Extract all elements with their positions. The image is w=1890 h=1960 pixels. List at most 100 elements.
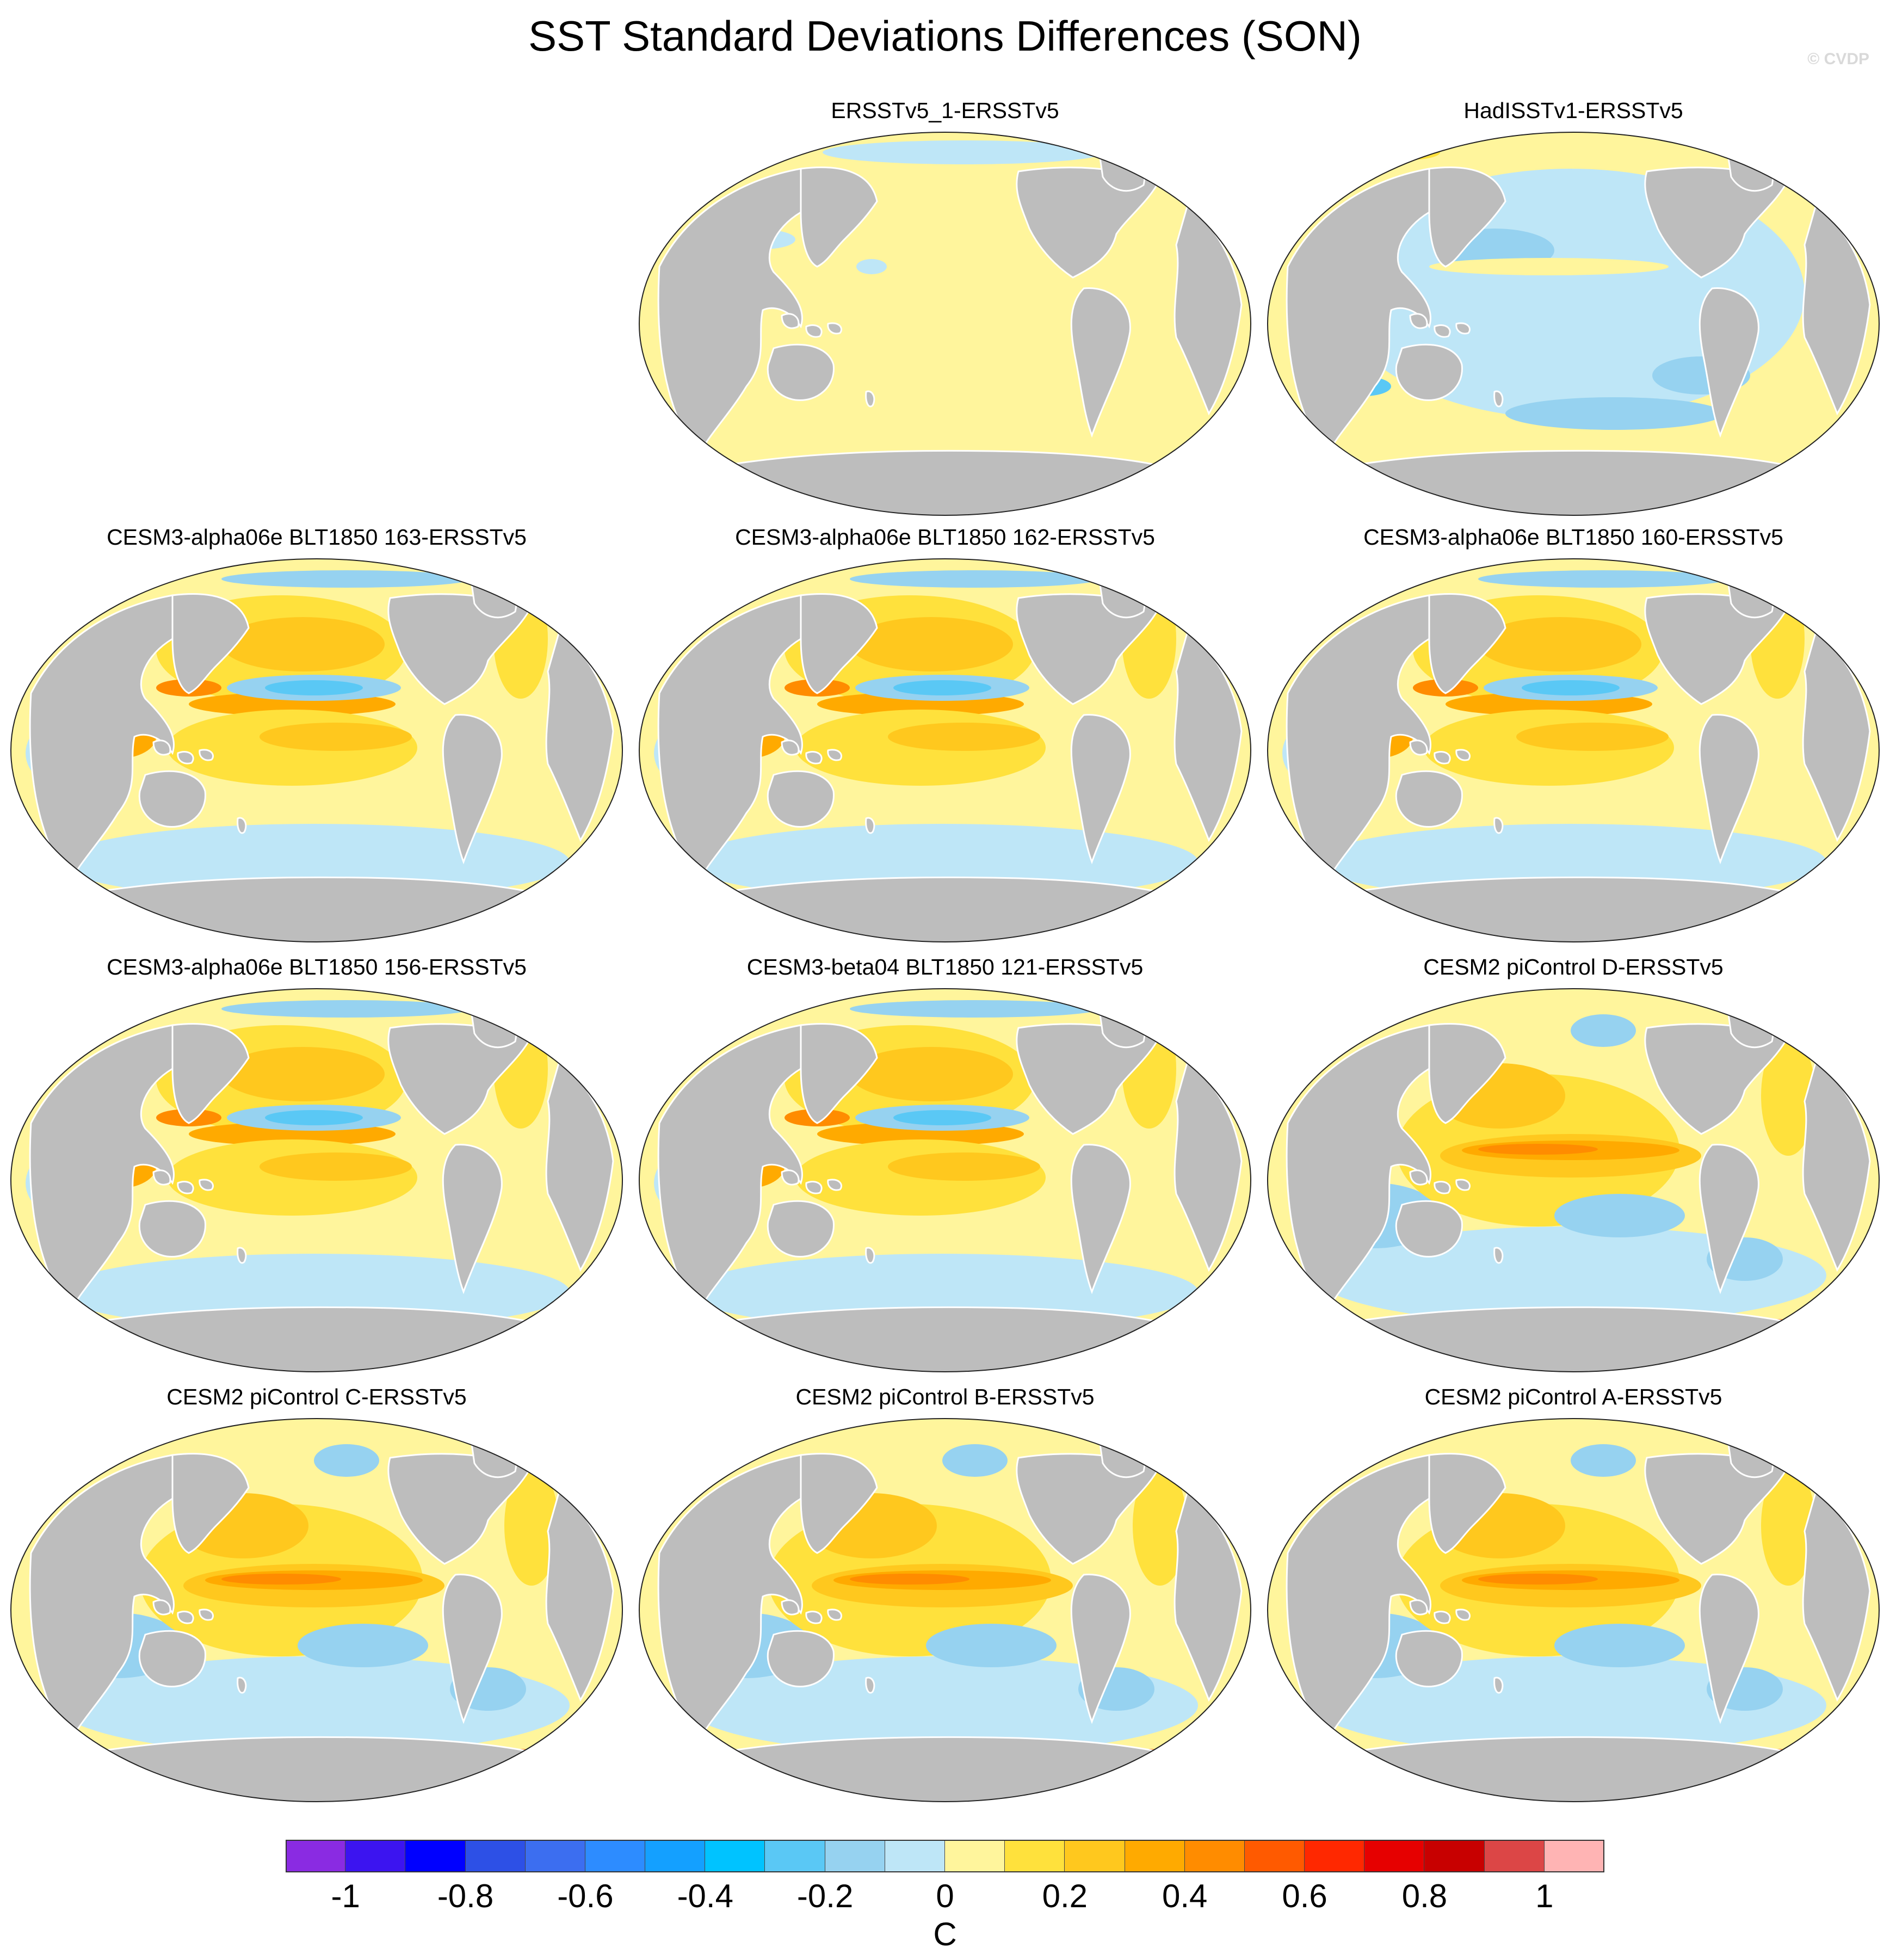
sst-anomaly-region xyxy=(1761,1466,1815,1586)
sst-anomaly-region xyxy=(850,570,1100,588)
land-mass xyxy=(800,167,878,268)
land-mass xyxy=(781,1599,800,1616)
robinson-map xyxy=(10,558,623,942)
robinson-map xyxy=(1267,132,1880,516)
sst-anomaly-region xyxy=(1505,397,1723,430)
sst-anomaly-region xyxy=(1375,145,1440,160)
colorbar-box xyxy=(1184,1840,1245,1872)
sst-anomaly-region xyxy=(823,140,1105,164)
colorbar-box xyxy=(465,1840,526,1872)
robinson-map xyxy=(639,988,1251,1372)
map-outline xyxy=(639,558,1251,942)
colorbar-box xyxy=(1065,1840,1125,1872)
robinson-map xyxy=(639,1418,1251,1802)
land-mass xyxy=(177,1181,194,1194)
sst-anomaly-region xyxy=(221,1000,472,1018)
land-mass xyxy=(865,817,875,834)
land-mass xyxy=(1070,287,1131,438)
sst-anomaly-region xyxy=(221,1047,385,1101)
land-mass xyxy=(1428,593,1506,694)
sst-anomaly-region xyxy=(1522,680,1620,695)
colorbar-tick-label: 0.4 xyxy=(1162,1878,1208,1914)
sst-anomaly-region xyxy=(888,1152,1040,1181)
panel-title: CESM3-beta04 BLT1850 121-ERSSTv5 xyxy=(746,954,1144,979)
land-mass xyxy=(1802,205,1871,416)
land-mass xyxy=(152,739,171,756)
sst-anomaly-region xyxy=(221,570,472,588)
land-mass xyxy=(805,1181,823,1194)
land-mass xyxy=(1070,1574,1131,1724)
land-mass xyxy=(1173,1062,1243,1272)
land-mass xyxy=(1395,343,1463,402)
colorbar-box xyxy=(1544,1840,1604,1872)
land-mass xyxy=(1070,1144,1131,1295)
sst-anomaly-region xyxy=(893,680,991,695)
sst-anomaly-region xyxy=(314,1444,379,1477)
panel-title: CESM3-alpha06e BLT1850 162-ERSSTv5 xyxy=(735,525,1155,550)
panel-title: CESM3-alpha06e BLT1850 163-ERSSTv5 xyxy=(107,525,527,550)
land-mass xyxy=(827,1608,842,1621)
land-mass xyxy=(171,1453,250,1554)
sst-anomaly-region xyxy=(1429,258,1669,275)
land-mass xyxy=(1335,449,1818,515)
colorbar-box xyxy=(1424,1840,1485,1872)
land-mass xyxy=(1409,1599,1428,1616)
colorbar-units: C xyxy=(933,1916,957,1952)
sst-anomaly-region xyxy=(140,568,162,579)
map-outline xyxy=(1267,132,1880,516)
panel-title: HadISSTv1-ERSSTv5 xyxy=(1463,98,1683,123)
sst-anomaly-region xyxy=(504,1466,559,1586)
sst-anomaly-region xyxy=(1397,568,1418,579)
land-mass xyxy=(1455,1608,1471,1621)
land-mass xyxy=(1698,1574,1759,1724)
land-mass xyxy=(237,1247,247,1264)
land-mass xyxy=(1802,1062,1871,1272)
map-panel: CESM2 piControl D-ERSSTv5 xyxy=(1263,953,1883,1378)
sst-anomaly-region xyxy=(1478,617,1641,671)
sst-anomaly-region xyxy=(1554,1624,1685,1667)
land-mass xyxy=(138,1630,206,1688)
sst-anomaly-region xyxy=(768,998,790,1009)
sst-anomaly-region xyxy=(1133,1466,1187,1586)
land-mass xyxy=(1428,1023,1506,1124)
sst-anomaly-region xyxy=(140,998,162,1009)
land-mass xyxy=(1070,714,1131,865)
cvdp-credit: © CVDP xyxy=(1807,50,1869,68)
colorbar-box xyxy=(1125,1840,1185,1872)
land-mass xyxy=(545,632,614,842)
robinson-map xyxy=(1267,988,1880,1372)
colorbar-frame xyxy=(286,1840,1604,1872)
robinson-map xyxy=(10,988,623,1372)
map-panel: CESM3-alpha06e BLT1850 160-ERSSTv5 xyxy=(1263,523,1883,948)
map-panel: CESM3-alpha06e BLT1850 162-ERSSTv5 xyxy=(635,523,1255,948)
sst-anomaly-region xyxy=(850,1047,1013,1101)
sst-anomaly-region xyxy=(1571,1444,1636,1477)
colorbar-box xyxy=(1364,1840,1425,1872)
map-outline xyxy=(10,1418,623,1802)
land-mass xyxy=(237,817,247,834)
land-mass xyxy=(199,1179,214,1191)
land-mass xyxy=(171,593,250,694)
sst-anomaly-region xyxy=(1554,1194,1685,1237)
land-mass xyxy=(1173,1491,1243,1702)
land-mass xyxy=(805,1611,823,1624)
land-mass xyxy=(767,343,835,402)
land-mass xyxy=(545,1491,614,1702)
land-mass xyxy=(442,1144,503,1295)
land-mass xyxy=(805,324,823,338)
colorbar-tick-label: -0.8 xyxy=(437,1878,494,1914)
colorbar-box xyxy=(1305,1840,1365,1872)
land-mass xyxy=(171,1023,250,1124)
land-mass xyxy=(1335,1736,1818,1802)
land-mass xyxy=(805,751,823,765)
colorbar-box xyxy=(286,1840,346,1872)
land-mass xyxy=(545,1062,614,1272)
sst-anomaly-region xyxy=(926,1624,1057,1667)
map-outline xyxy=(1267,558,1880,942)
land-mass xyxy=(1173,632,1243,842)
land-mass xyxy=(138,770,206,828)
land-mass xyxy=(1409,313,1428,329)
sst-anomaly-region xyxy=(942,1444,1008,1477)
land-mass xyxy=(1698,714,1759,865)
colorbar-box xyxy=(1244,1840,1305,1872)
